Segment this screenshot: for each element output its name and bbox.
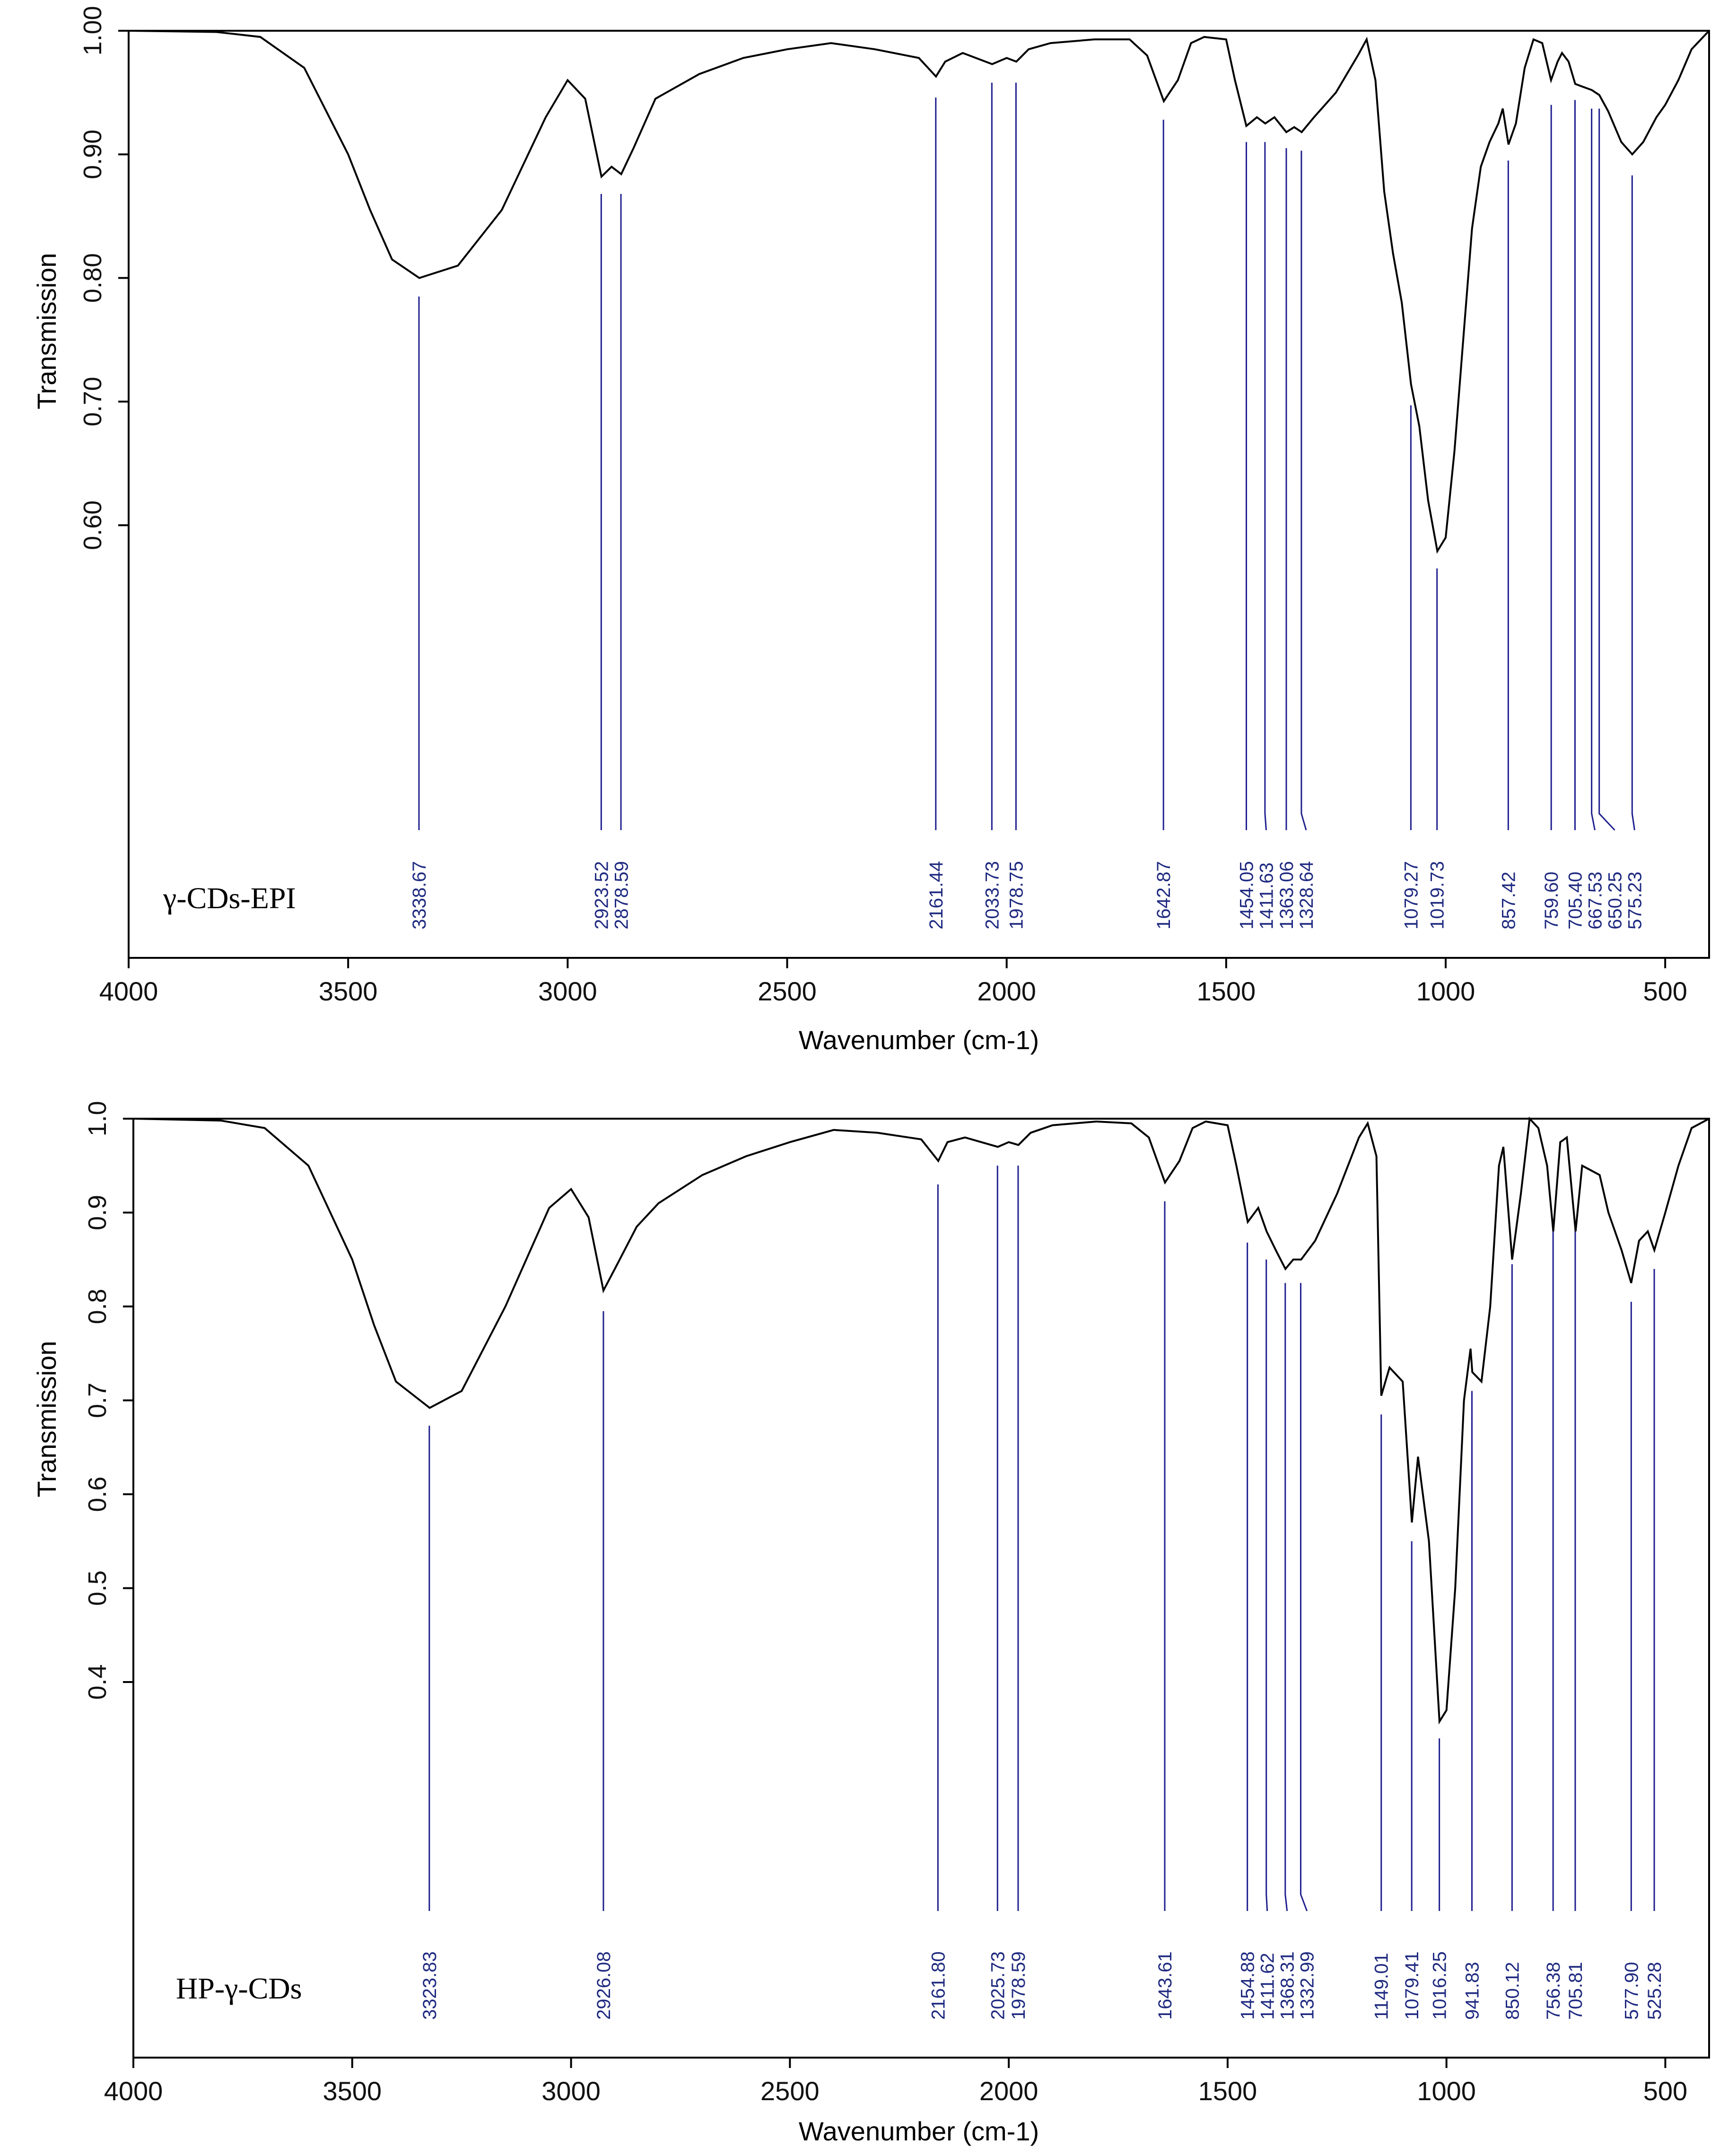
x-tick-label: 4000 [99,976,158,1006]
y-tick-label: 0.6 [83,1476,112,1512]
peak-label: 1016.25 [1430,1951,1450,2020]
peak-label: 1328.64 [1296,861,1317,929]
peak-label: 667.53 [1585,872,1606,929]
y-tick-label: 0.90 [79,130,107,179]
x-tick-label: 4000 [104,2076,163,2106]
x-tick-label: 3000 [538,976,597,1006]
plot-frame [128,30,1710,959]
x-tick-label: 3500 [319,976,378,1006]
x-axis-ticks: 4000 3500 3000 2500 2000 1500 1000 500 [104,2058,1687,2106]
y-tick-label: 1.00 [79,6,107,55]
chart-panel-hp-gamma-cds: 0.4 0.5 0.6 0.7 0.8 0.9 1.0 4000 3500 3000 2500 20… [32,1101,1710,2146]
chart-panel-gamma-cds-epi: 0.60 0.70 0.80 0.90 1.00 4000 3500 3000 2500 200… [32,6,1710,1055]
peak-label: 1978.75 [1006,861,1027,929]
peak-label: 1411.63 [1256,862,1277,929]
peak-line [1300,150,1307,831]
peak-markers: 3323.83 2926.08 2161.80 2025.73 1978.59 1643.… [419,1166,1665,2020]
peak-line [1264,142,1267,831]
peak-label: 2878.59 [611,861,632,929]
x-tick-label: 2000 [979,2076,1039,2106]
x-tick-label: 2500 [758,976,817,1006]
y-tick-label: 0.5 [83,1570,112,1606]
peak-label: 525.28 [1644,1962,1665,2020]
peak-label: 759.60 [1541,872,1562,929]
y-tick-label: 0.7 [83,1383,112,1418]
peak-label: 705.40 [1565,872,1586,929]
x-tick-label: 3500 [323,2076,382,2106]
peak-label: 1978.59 [1008,1951,1029,2020]
peak-label: 850.12 [1502,1962,1523,2020]
peak-line [1284,1283,1288,1911]
peak-line [1591,108,1596,831]
peak-label: 857.42 [1498,872,1519,929]
peak-label: 1454.88 [1238,1951,1258,2020]
y-axis-label: Transmission [32,1341,61,1498]
x-tick-label: 500 [1643,976,1687,1006]
peak-label: 1454.05 [1236,861,1257,929]
peak-label: 1411.62 [1257,1953,1278,2020]
peak-line [1631,175,1635,831]
peak-label: 2033.73 [982,861,1003,929]
peak-line [1300,1283,1308,1911]
peak-label: 575.23 [1624,872,1645,929]
x-tick-label: 1000 [1416,976,1475,1006]
peak-label: 3323.83 [419,1951,440,2020]
y-axis-ticks: 0.4 0.5 0.6 0.7 0.8 0.9 1.0 [83,1101,133,1700]
peak-label: 3338.67 [409,861,430,929]
x-axis-ticks: 4000 3500 3000 2500 2000 1500 1000 500 [99,958,1687,1006]
peak-label: 756.38 [1543,1962,1564,2020]
peak-label: 1332.99 [1297,1951,1318,2020]
sample-label: γ-CDs-EPI [163,881,296,915]
peak-label: 650.25 [1605,872,1625,929]
y-tick-label: 0.4 [83,1664,112,1700]
peak-label: 941.83 [1462,1962,1483,2020]
y-tick-label: 1.0 [83,1101,112,1136]
x-axis-label: Wavenumber (cm-1) [799,2116,1039,2146]
x-tick-label: 3000 [541,2076,601,2106]
peak-label: 2161.44 [926,861,947,929]
x-tick-label: 2500 [760,2076,820,2106]
peak-label: 1363.06 [1276,861,1297,929]
y-tick-label: 0.8 [83,1288,112,1324]
x-tick-label: 500 [1643,2076,1687,2106]
spectrum-curve-hp-gamma-cds [133,1116,1710,1725]
peak-label: 1643.61 [1155,1951,1176,2020]
peak-label: 2923.52 [591,861,612,929]
peak-label: 1368.31 [1277,1951,1298,2020]
peak-label: 1019.73 [1427,861,1448,929]
y-tick-label: 0.60 [79,500,107,550]
peak-label: 1079.41 [1402,1951,1423,2020]
x-tick-label: 1500 [1198,2076,1257,2106]
peak-line [1598,108,1615,831]
x-tick-label: 2000 [977,976,1036,1006]
peak-line [1265,1259,1268,1911]
peak-label: 2161.80 [928,1951,949,2020]
y-axis-ticks: 0.60 0.70 0.80 0.90 1.00 [79,6,129,550]
spectrum-curve-gamma-cds-epi [128,30,1710,554]
peak-label: 577.90 [1621,1962,1642,2020]
peak-label: 2926.08 [593,1951,614,2020]
peak-label: 705.81 [1565,1962,1586,2020]
peak-label: 1642.87 [1153,861,1174,929]
x-tick-label: 1500 [1197,976,1256,1006]
x-tick-label: 1000 [1417,2076,1476,2106]
y-axis-label: Transmission [32,253,61,410]
sample-label: HP-γ-CDs [176,1972,302,2005]
y-tick-label: 0.9 [83,1195,112,1230]
y-tick-label: 0.70 [79,377,107,426]
peak-label: 1149.01 [1371,1953,1392,2020]
peak-label: 2025.73 [987,1951,1008,2020]
x-axis-label: Wavenumber (cm-1) [799,1025,1039,1055]
peak-label: 1079.27 [1401,861,1422,929]
y-tick-label: 0.80 [79,253,107,303]
